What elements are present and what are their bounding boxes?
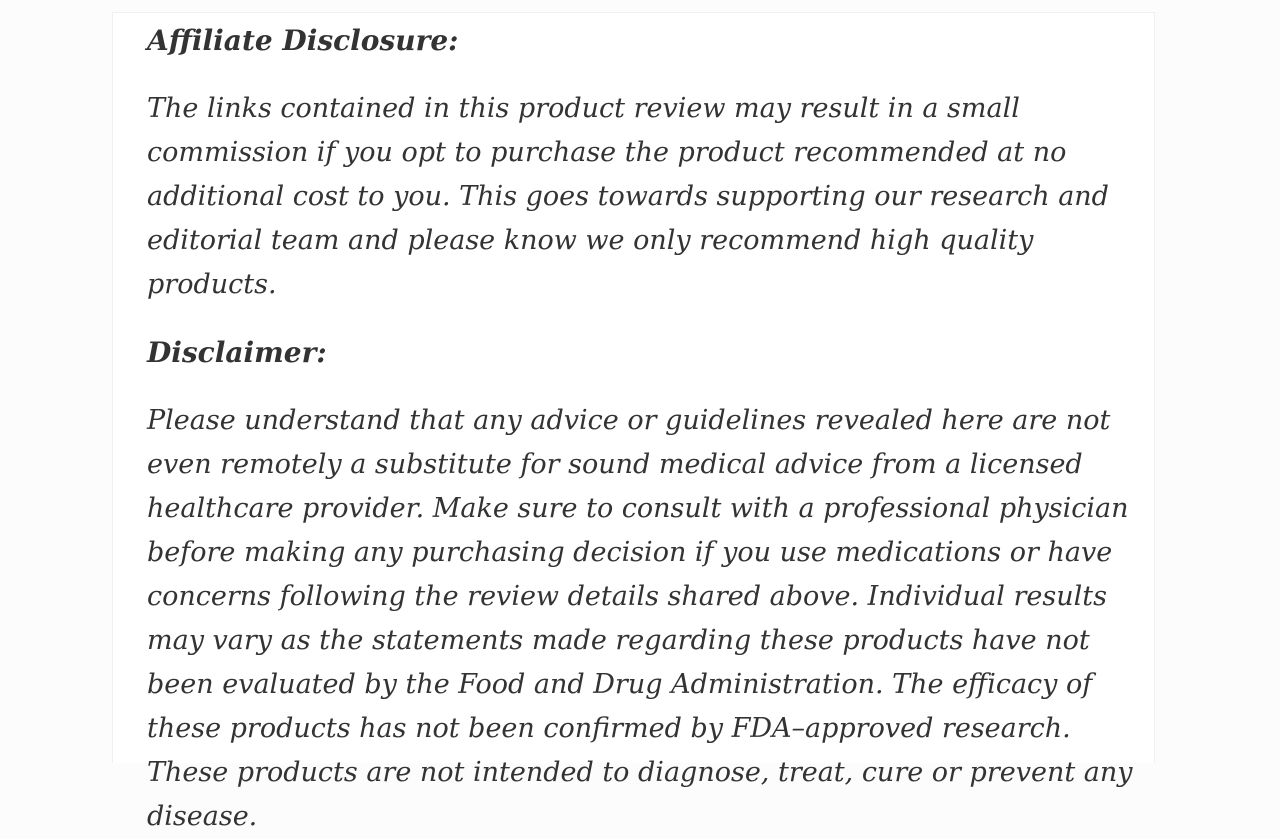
disclaimer-heading: Disclaimer:: [147, 336, 327, 369]
affiliate-disclosure-section: Affiliate Disclosure: The links containe…: [147, 19, 1146, 307]
article-body: Affiliate Disclosure: The links containe…: [147, 19, 1146, 839]
affiliate-disclosure-heading: Affiliate Disclosure:: [147, 24, 459, 57]
affiliate-disclosure-paragraph: The links contained in this product revi…: [147, 93, 1109, 300]
article-content-card: Affiliate Disclosure: The links containe…: [112, 12, 1155, 832]
disclaimer-paragraph: Please understand that any advice or gui…: [147, 405, 1133, 832]
